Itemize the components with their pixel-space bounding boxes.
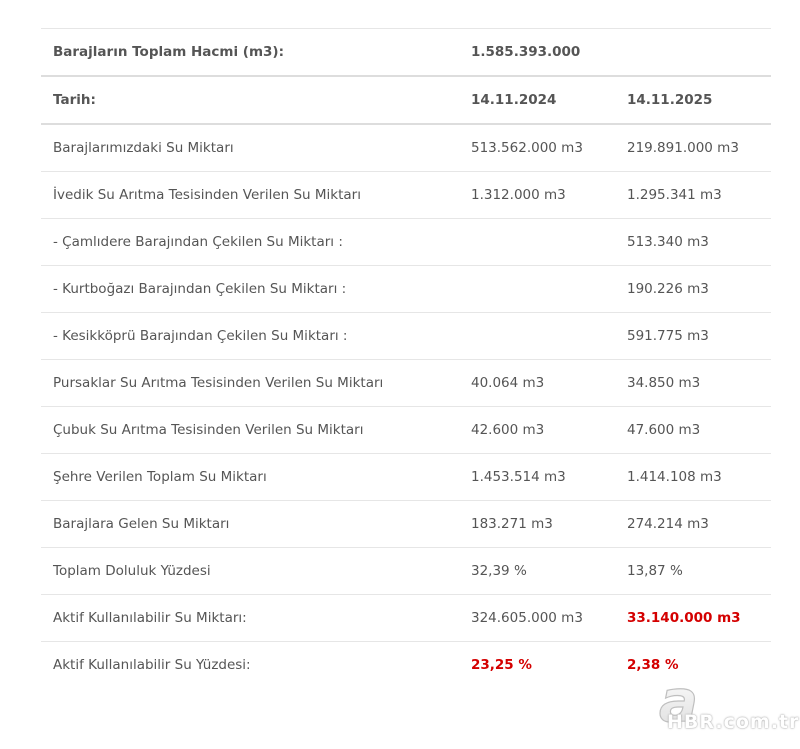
- row-label: - Kesikköprü Barajından Çekilen Su Mikta…: [41, 312, 459, 360]
- table-row: İvedik Su Arıtma Tesisinden Verilen Su M…: [41, 171, 772, 219]
- table-row: Çubuk Su Arıtma Tesisinden Verilen Su Mi…: [41, 406, 772, 454]
- table-row: Aktif Kullanılabilir Su Miktarı: 324.605…: [41, 594, 772, 642]
- row-label: Çubuk Su Arıtma Tesisinden Verilen Su Mi…: [41, 406, 459, 454]
- value-2024: 42.600 m3: [459, 406, 615, 454]
- value-2025: 34.850 m3: [615, 359, 772, 407]
- date-2025-header: 14.11.2025: [615, 76, 772, 125]
- value-2024: 1.453.514 m3: [459, 453, 615, 501]
- table-row: - Kurtboğazı Barajından Çekilen Su Mikta…: [41, 265, 772, 313]
- value-2025: 1.295.341 m3: [615, 171, 772, 219]
- value-2024: 513.562.000 m3: [459, 124, 615, 172]
- value-2025: 13,87 %: [615, 547, 772, 595]
- row-label: - Kurtboğazı Barajından Çekilen Su Mikta…: [41, 265, 459, 313]
- value-2024: 32,39 %: [459, 547, 615, 595]
- row-label: Pursaklar Su Arıtma Tesisinden Verilen S…: [41, 359, 459, 407]
- value-2025-highlighted: 33.140.000 m3: [615, 594, 772, 642]
- value-2024-highlighted: 23,25 %: [471, 657, 532, 673]
- value-2024: 324.605.000 m3: [459, 594, 615, 642]
- row-label: Aktif Kullanılabilir Su Miktarı:: [41, 594, 459, 642]
- value-2025: 591.775 m3: [615, 312, 772, 360]
- dam-statistics-table: Barajların Toplam Hacmi (m3): 1.585.393.…: [41, 28, 772, 689]
- row-label: Toplam Doluluk Yüzdesi: [41, 547, 459, 595]
- table-row: - Kesikköprü Barajından Çekilen Su Mikta…: [41, 312, 772, 360]
- value-2024: 40.064 m3: [459, 359, 615, 407]
- site-watermark: a HBR.com.tr: [655, 666, 800, 743]
- row-label: - Çamlıdere Barajından Çekilen Su Miktar…: [41, 218, 459, 266]
- date-header-row: Tarih: 14.11.2024 14.11.2025: [41, 76, 772, 125]
- table-row: - Çamlıdere Barajından Çekilen Su Miktar…: [41, 218, 772, 266]
- value-2025: 513.340 m3: [615, 218, 772, 266]
- row-label: Barajlarımızdaki Su Miktarı: [41, 124, 459, 172]
- value-2025: 219.891.000 m3: [615, 124, 772, 172]
- table-row: Aktif Kullanılabilir Su Yüzdesi: 23,25 %…: [41, 642, 771, 689]
- table-row: Pursaklar Su Arıtma Tesisinden Verilen S…: [41, 359, 772, 407]
- value-2025: 190.226 m3: [615, 265, 772, 313]
- value-2024: [459, 312, 615, 360]
- value-2024: 1.312.000 m3: [459, 171, 615, 219]
- value-2024: [459, 265, 615, 313]
- value-2024: 183.271 m3: [459, 500, 615, 548]
- date-header-label: Tarih:: [41, 76, 459, 125]
- value-2024: [459, 218, 615, 266]
- total-volume-label: Barajların Toplam Hacmi (m3):: [41, 28, 459, 77]
- row-label: Aktif Kullanılabilir Su Yüzdesi:: [53, 657, 251, 673]
- date-2024-header: 14.11.2024: [459, 76, 615, 125]
- watermark-text: HBR.com.tr: [667, 711, 800, 733]
- value-2025-highlighted: 2,38 %: [627, 657, 679, 673]
- table-row: Toplam Doluluk Yüzdesi 32,39 % 13,87 %: [41, 547, 772, 595]
- watermark-logo: a: [658, 666, 698, 735]
- watermark-logo-letter: a: [659, 673, 698, 735]
- value-2025: 274.214 m3: [615, 500, 772, 548]
- table-row: Barajlarımızdaki Su Miktarı 513.562.000 …: [41, 124, 772, 172]
- value-2025: 47.600 m3: [615, 406, 772, 454]
- total-volume-value: 1.585.393.000: [459, 28, 772, 77]
- table-row: Şehre Verilen Toplam Su Miktarı 1.453.51…: [41, 453, 772, 501]
- row-label: Barajlara Gelen Su Miktarı: [41, 500, 459, 548]
- row-label: İvedik Su Arıtma Tesisinden Verilen Su M…: [41, 171, 459, 219]
- value-2025: 1.414.108 m3: [615, 453, 772, 501]
- table-row: Barajlara Gelen Su Miktarı 183.271 m3 27…: [41, 500, 772, 548]
- total-volume-row: Barajların Toplam Hacmi (m3): 1.585.393.…: [41, 28, 772, 77]
- row-label: Şehre Verilen Toplam Su Miktarı: [41, 453, 459, 501]
